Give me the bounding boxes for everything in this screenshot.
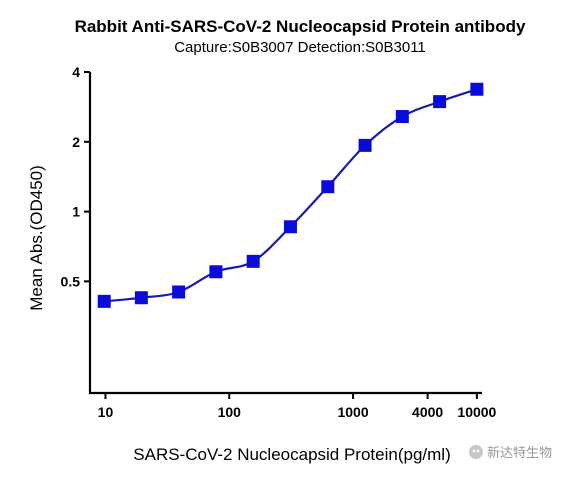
x-tick-label: 100	[218, 404, 242, 420]
data-point	[172, 285, 186, 299]
y-tick-label: 0.5	[61, 273, 81, 289]
data-point	[209, 265, 223, 279]
x-tick-label: 10000	[457, 404, 496, 420]
watermark-text: 新达特生物	[487, 445, 552, 460]
data-point	[470, 82, 484, 96]
data-point	[395, 110, 409, 124]
y-tick-label: 2	[72, 134, 80, 150]
data-point	[321, 180, 335, 194]
series-line	[104, 88, 478, 303]
x-tick-label: 4000	[412, 404, 443, 420]
wechat-icon	[469, 445, 483, 459]
chart-subtitle: Capture:S0B3007 Detection:S0B3011	[174, 39, 426, 56]
x-tick-label: 1000	[337, 404, 368, 420]
series-group	[97, 82, 484, 308]
data-point	[246, 254, 260, 268]
x-axis-label: SARS-CoV-2 Nucleocapsid Protein(pg/ml)	[133, 445, 450, 464]
y-tick-label: 1	[72, 204, 80, 220]
x-ticks: 10 100 1000 4000 10000	[98, 393, 497, 420]
y-axis-label: Mean Abs.(OD450)	[27, 165, 46, 311]
watermark: 新达特生物	[469, 445, 552, 460]
data-point	[134, 291, 148, 305]
data-point	[433, 95, 447, 109]
y-ticks: 0.5 1 2 4	[61, 64, 90, 289]
data-point	[97, 294, 111, 308]
x-tick-label: 10	[98, 404, 114, 420]
y-tick-label: 4	[72, 64, 80, 80]
chart-title: Rabbit Anti-SARS-CoV-2 Nucleocapsid Prot…	[75, 17, 526, 36]
data-point	[283, 220, 297, 234]
data-point	[358, 138, 372, 152]
